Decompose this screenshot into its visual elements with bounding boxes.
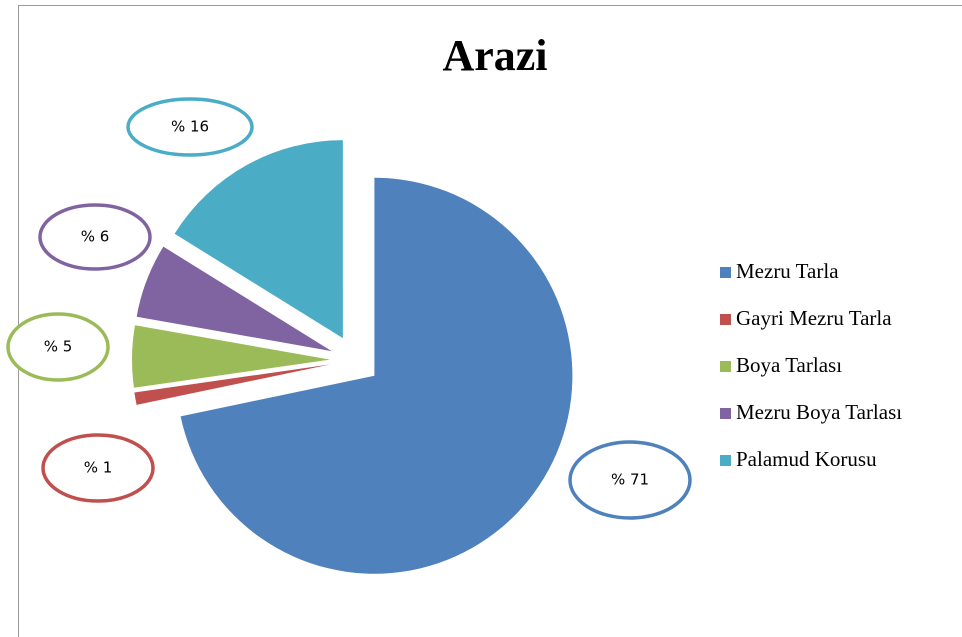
label-ellipse xyxy=(126,97,254,157)
label-ellipse xyxy=(41,433,155,503)
pie-slice xyxy=(134,364,331,405)
legend-label: Mezru Tarla xyxy=(736,259,839,283)
data-label: % 1 xyxy=(84,459,113,477)
label-ellipse xyxy=(568,440,692,520)
legend-label: Gayri Mezru Tarla xyxy=(736,306,892,330)
data-label: % 6 xyxy=(81,228,110,246)
legend-label: Boya Tarlası xyxy=(736,353,842,377)
data-label: % 16 xyxy=(171,118,209,136)
pie-slice xyxy=(136,246,332,352)
pie-slice xyxy=(132,325,331,388)
legend-swatch xyxy=(720,408,731,419)
data-label: % 5 xyxy=(44,338,73,356)
pie-slice xyxy=(180,177,573,574)
legend-label: Mezru Boya Tarlası xyxy=(736,400,902,424)
legend-swatch xyxy=(720,455,731,466)
legend-swatch xyxy=(720,267,731,278)
legend-label: Palamud Korusu xyxy=(736,447,877,471)
legend-swatch xyxy=(720,361,731,372)
data-label: % 71 xyxy=(611,471,649,489)
label-ellipse xyxy=(38,203,152,271)
pie-slice xyxy=(174,140,343,339)
legend-swatch xyxy=(720,314,731,325)
chart-title: Arazi xyxy=(442,31,547,80)
label-ellipse xyxy=(6,312,110,382)
